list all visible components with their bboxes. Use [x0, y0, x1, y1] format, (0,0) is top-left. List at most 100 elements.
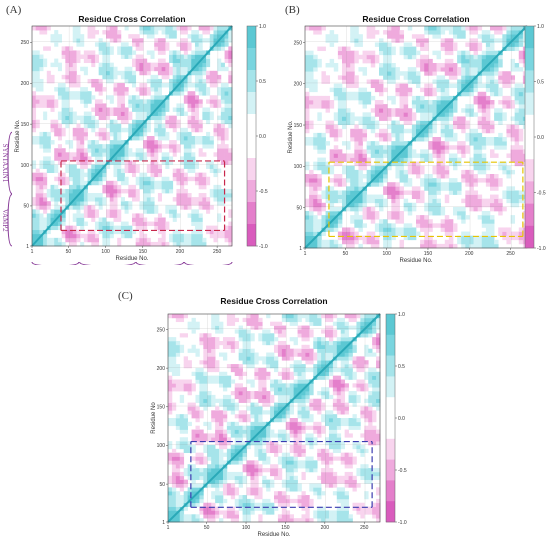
- heatmap-cell: [221, 67, 225, 71]
- heatmap-cell: [65, 120, 69, 124]
- heatmap-cell: [250, 353, 254, 357]
- heatmap-cell: [213, 169, 217, 173]
- heatmap-cell: [173, 140, 177, 144]
- heatmap-cell: [184, 387, 188, 391]
- heatmap-cell: [457, 215, 461, 219]
- heatmap-cell: [313, 55, 317, 59]
- heatmap-cell: [117, 189, 121, 193]
- chart-title: Residue Cross Correlation: [220, 296, 327, 306]
- heatmap-cell: [243, 333, 247, 337]
- heatmap-cell: [309, 227, 313, 231]
- heatmap-cell: [80, 217, 84, 221]
- heatmap-cell: [250, 510, 254, 514]
- heatmap-cell: [184, 514, 188, 518]
- heatmap-cell: [221, 156, 225, 160]
- heatmap-cell: [203, 433, 207, 437]
- heatmap-cell: [478, 34, 482, 38]
- heatmap-cell: [432, 141, 436, 145]
- heatmap-cell: [47, 95, 51, 99]
- heatmap-cell: [391, 149, 395, 153]
- heatmap-cell: [136, 226, 140, 230]
- heatmap-cell: [258, 410, 262, 414]
- heatmap-cell: [239, 430, 243, 434]
- heatmap-cell: [32, 50, 36, 54]
- heatmap-cell: [379, 137, 383, 141]
- heatmap-cell: [350, 129, 354, 133]
- heatmap-cell: [354, 51, 358, 55]
- heatmap-cell: [367, 116, 371, 120]
- heatmap-cell: [350, 190, 354, 194]
- heatmap-cell: [173, 79, 177, 83]
- heatmap-cell: [412, 227, 416, 231]
- heatmap-cell: [445, 170, 449, 174]
- heatmap-cell: [358, 55, 362, 59]
- heatmap-cell: [375, 223, 379, 227]
- heatmap-cell: [210, 79, 214, 83]
- heatmap-cell: [121, 42, 125, 46]
- heatmap-cell: [219, 476, 223, 480]
- heatmap-cell: [305, 199, 309, 203]
- heatmap-cell: [110, 79, 114, 83]
- heatmap-cell: [231, 322, 235, 326]
- heatmap-cell: [330, 244, 334, 248]
- heatmap-cell: [449, 30, 453, 34]
- heatmap-cell: [317, 116, 321, 120]
- heatmap-cell: [363, 215, 367, 219]
- heatmap-cell: [441, 186, 445, 190]
- heatmap-cell: [519, 108, 523, 112]
- heatmap-cell: [367, 174, 371, 178]
- heatmap-cell: [250, 364, 254, 368]
- heatmap-cell: [227, 364, 231, 368]
- heatmap-cell: [437, 75, 441, 79]
- heatmap-cell: [147, 136, 151, 140]
- heatmap-cell: [199, 391, 203, 395]
- heatmap-cell: [113, 169, 117, 173]
- heatmap-cell: [188, 391, 192, 395]
- heatmap-cell: [203, 406, 207, 410]
- heatmap-cell: [147, 30, 151, 34]
- heatmap-cell: [227, 483, 231, 487]
- heatmap-cell: [117, 34, 121, 38]
- heatmap-cell: [354, 92, 358, 96]
- heatmap-cell: [113, 140, 117, 144]
- heatmap-cell: [478, 63, 482, 67]
- heatmap-cell: [309, 88, 313, 92]
- heatmap-cell: [206, 132, 210, 136]
- heatmap-cell: [172, 383, 176, 387]
- heatmap-cell: [168, 491, 172, 495]
- heatmap-cell: [350, 51, 354, 55]
- heatmap-cell: [188, 169, 192, 173]
- heatmap-cell: [490, 26, 494, 30]
- heatmap-cell: [243, 426, 247, 430]
- heatmap-cell: [219, 453, 223, 457]
- heatmap-cell: [282, 495, 286, 499]
- heatmap-cell: [375, 30, 379, 34]
- heatmap-cell: [404, 96, 408, 100]
- heatmap-cell: [400, 190, 404, 194]
- heatmap-cell: [432, 30, 436, 34]
- heatmap-cell: [254, 403, 258, 407]
- heatmap-cell: [262, 376, 266, 380]
- heatmap-cell: [51, 79, 55, 83]
- heatmap-cell: [180, 453, 184, 457]
- heatmap-cell: [36, 87, 40, 91]
- heatmap-cell: [383, 232, 387, 236]
- heatmap-cell: [515, 47, 519, 51]
- heatmap-cell: [358, 244, 362, 248]
- heatmap-cell: [391, 215, 395, 219]
- heatmap-cell: [128, 55, 132, 59]
- heatmap-cell: [482, 199, 486, 203]
- heatmap-cell: [243, 464, 247, 468]
- heatmap-cell: [309, 195, 313, 199]
- heatmap-cell: [199, 414, 203, 418]
- heatmap-cell: [169, 34, 173, 38]
- heatmap-cell: [490, 203, 494, 207]
- heatmap-cell: [383, 240, 387, 244]
- heatmap-cell: [176, 201, 180, 205]
- heatmap-cell: [383, 149, 387, 153]
- heatmap-cell: [76, 116, 80, 120]
- heatmap-cell: [227, 399, 231, 403]
- heatmap-cell: [43, 193, 47, 197]
- heatmap-cell: [172, 453, 176, 457]
- heatmap-cell: [143, 107, 147, 111]
